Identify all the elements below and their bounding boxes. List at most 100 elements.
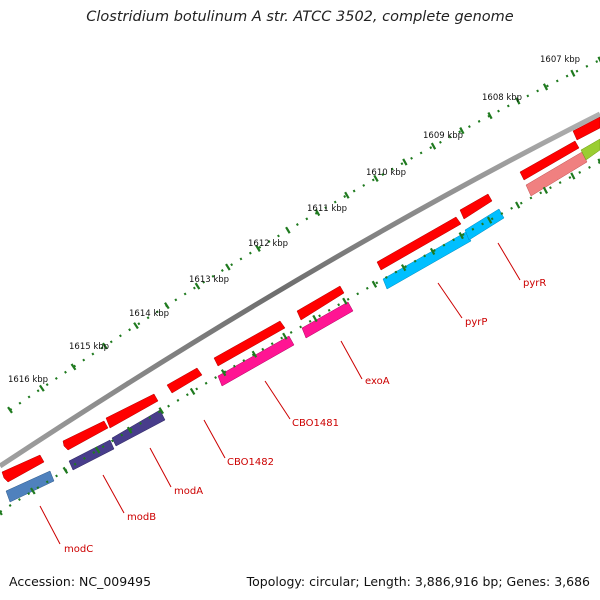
gene-label-modC: modC [64, 544, 93, 555]
cds-arrow-cbo1481 [213, 320, 286, 367]
inner-tick-18 [542, 186, 549, 194]
outer-ruler-ticks [7, 56, 600, 414]
gene-label-cbo1482: CBO1482 [227, 457, 274, 468]
tick-label-1612: 1612 kbp [248, 239, 288, 249]
outer-tick-3 [102, 342, 108, 350]
outer-tick-1 [38, 384, 45, 392]
cds-track [1, 116, 600, 483]
gene-label-exoA: exoA [365, 376, 390, 387]
gene-label-modA: modA [174, 486, 203, 497]
outer-tick-19 [570, 69, 576, 77]
gene-block-next-1 [525, 151, 588, 197]
outer-tick-9 [285, 226, 291, 234]
outer-tick-15 [459, 127, 465, 135]
tick-label-1607: 1607 kbp [540, 55, 580, 65]
inner-tick-9 [282, 332, 288, 340]
leader-exoA [340, 340, 363, 380]
gene-label-pyrR: pyrR [523, 278, 546, 289]
outer-tick-2 [70, 363, 77, 371]
outer-tick-16 [487, 111, 493, 120]
outer-tick-12 [373, 174, 379, 182]
tick-label-1611: 1611 kbp [307, 204, 347, 214]
cds-arrow-pyrR [459, 193, 493, 220]
inner-tick-5 [158, 407, 165, 415]
leader-modA [149, 447, 172, 488]
inner-tick-2 [62, 466, 69, 474]
gene-label-modB: modB [127, 512, 156, 523]
outer-tick-18 [542, 83, 549, 91]
cds-arrow-next-2 [572, 116, 600, 141]
outer-tick-20 [597, 56, 600, 63]
leader-cbo1481 [264, 380, 291, 420]
cds-arrow-next-1 [519, 140, 580, 181]
outer-tick-13 [402, 158, 408, 166]
tick-label-1609: 1609 kbp [423, 131, 463, 141]
map-title: Clostridium botulinum A str. ATCC 3502, … [86, 9, 514, 25]
inner-tick-16 [486, 216, 493, 224]
leader-modC [39, 505, 61, 545]
tick-label-1615: 1615 kbp [69, 342, 109, 352]
inner-tick-3 [94, 446, 101, 454]
tick-label-1608: 1608 kbp [482, 93, 522, 103]
gene-label-pyrP: pyrP [465, 317, 487, 328]
inner-tick-20 [597, 158, 600, 165]
tick-label-1610: 1610 kbp [366, 168, 406, 178]
inner-tick-8 [251, 350, 258, 358]
summary-text: Topology: circular; Length: 3,886,916 bp… [246, 574, 590, 589]
cds-arrow-modC [1, 454, 45, 483]
inner-tick-4 [126, 426, 133, 434]
tick-label-1616: 1616 kbp [8, 375, 48, 385]
leader-pyrP [437, 282, 463, 319]
inner-tick-15 [458, 232, 464, 240]
genome-backbone [0, 111, 600, 469]
label-leaders [39, 242, 521, 545]
inner-tick-6 [189, 387, 196, 396]
inner-tick-13 [400, 264, 407, 272]
leader-cbo1482 [203, 419, 226, 459]
inner-tick-12 [371, 280, 378, 288]
gene-block-pyrP [382, 231, 472, 290]
gene-block-next-2 [580, 138, 600, 161]
inner-tick-11 [342, 297, 348, 305]
outer-tick-11 [344, 191, 350, 199]
gene-labels: modC modB modA CBO1482 CBO1481 exoA pyrP… [64, 278, 546, 555]
inner-tick-17 [515, 201, 521, 209]
outer-tick-7 [225, 263, 231, 271]
outer-tick-4 [133, 322, 139, 330]
outer-tick-14 [430, 142, 437, 150]
kbp-labels: 1607 kbp 1608 kbp 1609 kbp 1610 kbp 1611… [8, 55, 580, 385]
gene-block-exoA [301, 301, 354, 339]
gene-track [5, 138, 600, 503]
inner-tick-0 [0, 509, 3, 516]
inner-ruler-dots [0, 161, 600, 513]
gene-block-cbo1481 [217, 335, 295, 387]
cds-arrow-pyrP [376, 216, 462, 271]
cds-arrow-cbo1482 [166, 367, 203, 394]
outer-tick-10 [314, 208, 321, 217]
outer-tick-5 [164, 302, 170, 310]
inner-tick-14 [429, 247, 436, 256]
cds-arrow-exoA [296, 285, 345, 321]
cds-arrow-modB [62, 420, 109, 451]
outer-tick-0 [7, 406, 13, 414]
inner-tick-19 [570, 172, 576, 180]
outer-ruler-dots [9, 59, 600, 411]
tick-label-1613: 1613 kbp [189, 275, 229, 285]
inner-tick-7 [220, 369, 227, 377]
cds-arrow-modA [105, 393, 159, 429]
tick-label-1614: 1614 kbp [129, 309, 169, 319]
outer-tick-17 [515, 97, 521, 105]
leader-pyrR [497, 242, 521, 281]
inner-tick-1 [30, 487, 36, 495]
accession-text: Accession: NC_009495 [9, 574, 152, 589]
inner-ruler-ticks [0, 158, 600, 516]
leader-modB [102, 474, 125, 514]
inner-tick-10 [312, 314, 318, 323]
gene-label-cbo1481: CBO1481 [292, 418, 339, 429]
gene-block-modC [5, 470, 55, 503]
outer-tick-8 [255, 244, 261, 252]
gene-block-pyrR [464, 208, 505, 241]
outer-tick-6 [194, 282, 201, 290]
gene-block-modA [111, 409, 166, 447]
